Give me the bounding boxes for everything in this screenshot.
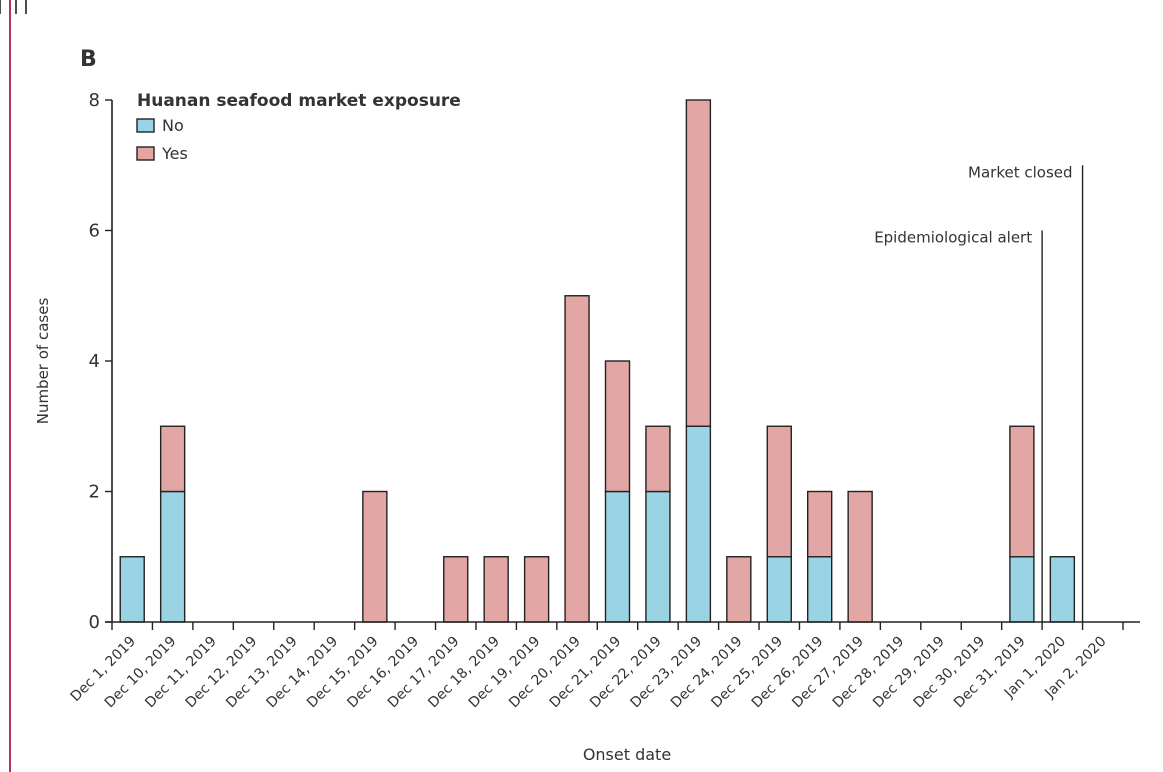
y-tick-label-8: 8 [89, 90, 100, 111]
y-axis-label: Number of cases [34, 298, 52, 425]
bar-yes-dec-27-2019 [847, 490, 873, 623]
x-tick-label-dec-10-2019: Dec 10, 2019 [102, 634, 180, 712]
legend-swatch-no [136, 118, 155, 133]
x-tick-label-dec-29-2019: Dec 29, 2019 [870, 634, 948, 712]
bar-no-dec-23-2019 [685, 425, 712, 623]
bar-yes-dec-26-2019 [807, 490, 833, 558]
bar-yes-dec-23-2019 [685, 99, 712, 427]
y-tick-label-2: 2 [89, 482, 100, 503]
bar-yes-dec-24-2019 [726, 556, 752, 623]
annotation-label-epidemiological-alert: Epidemiological alert [874, 229, 1032, 247]
bar-yes-dec-15-2019 [362, 490, 388, 623]
x-tick-label-dec-14-2019: Dec 14, 2019 [264, 634, 342, 712]
annotation-label-market-closed: Market closed [968, 163, 1073, 181]
bar-no-dec-21-2019 [604, 490, 631, 623]
x-tick-label-dec-16-2019: Dec 16, 2019 [344, 634, 422, 712]
x-tick-label-dec-25-2019: Dec 25, 2019 [708, 634, 786, 712]
x-tick-label-dec-27-2019: Dec 27, 2019 [789, 634, 867, 712]
bar-no-jan-1-2020 [1049, 556, 1076, 623]
legend-title: Huanan seafood market exposure [137, 91, 461, 111]
x-tick-label-dec-18-2019: Dec 18, 2019 [425, 634, 503, 712]
x-tick-label-dec-19-2019: Dec 19, 2019 [466, 634, 544, 712]
y-axis: 0 2 4 6 8 [89, 90, 113, 633]
legend-label-no: No [162, 116, 184, 135]
legend-label-yes: Yes [161, 144, 188, 163]
y-tick-label-0: 0 [89, 612, 100, 633]
y-tick-label-6: 6 [89, 221, 100, 242]
x-tick-label-dec-24-2019: Dec 24, 2019 [668, 634, 746, 712]
bar-yes-dec-18-2019 [483, 556, 509, 623]
bars-group [119, 99, 1076, 623]
legend-swatch-yes [136, 146, 155, 161]
annotations-group: Epidemiological alert Market closed [874, 163, 1084, 622]
bar-no-dec-31-2019 [1009, 556, 1035, 623]
bar-no-dec-25-2019 [766, 556, 792, 623]
bar-yes-dec-17-2019 [443, 556, 469, 623]
x-tick-label-dec-17-2019: Dec 17, 2019 [385, 634, 463, 712]
x-axis-label: Onset date [583, 745, 671, 764]
legend: Huanan seafood market exposure No Yes [136, 91, 461, 163]
x-tick-label-dec-30-2019: Dec 30, 2019 [911, 634, 989, 712]
bar-yes-dec-21-2019 [604, 360, 631, 493]
bar-no-dec-26-2019 [807, 556, 833, 623]
x-tick-label-dec-21-2019: Dec 21, 2019 [547, 634, 625, 712]
x-tick-label-dec-20-2019: Dec 20, 2019 [506, 634, 584, 712]
bar-yes-dec-22-2019 [645, 425, 671, 493]
x-tick-label-dec-11-2019: Dec 11, 2019 [142, 634, 220, 712]
x-tick-label-dec-22-2019: Dec 22, 2019 [587, 634, 665, 712]
panel-label: B [80, 47, 97, 72]
bar-yes-dec-31-2019 [1009, 425, 1035, 558]
x-tick-label-dec-12-2019: Dec 12, 2019 [183, 634, 261, 712]
x-tick-label-dec-15-2019: Dec 15, 2019 [304, 634, 382, 712]
x-tick-label-dec-26-2019: Dec 26, 2019 [749, 634, 827, 712]
bar-yes-dec-20-2019 [564, 295, 590, 623]
x-tick-label-dec-31-2019: Dec 31, 2019 [951, 634, 1029, 712]
x-tick-label-dec-13-2019: Dec 13, 2019 [223, 634, 301, 712]
bar-no-dec-1-2019 [119, 556, 145, 623]
bar-no-dec-10-2019 [159, 490, 186, 623]
bar-yes-dec-25-2019 [766, 425, 792, 558]
bar-no-dec-22-2019 [645, 490, 671, 623]
bar-yes-dec-19-2019 [523, 556, 550, 623]
y-tick-label-4: 4 [89, 351, 100, 372]
x-tick-label-dec-28-2019: Dec 28, 2019 [830, 634, 908, 712]
bar-yes-dec-10-2019 [159, 425, 186, 493]
x-tick-label-dec-23-2019: Dec 23, 2019 [628, 634, 706, 712]
